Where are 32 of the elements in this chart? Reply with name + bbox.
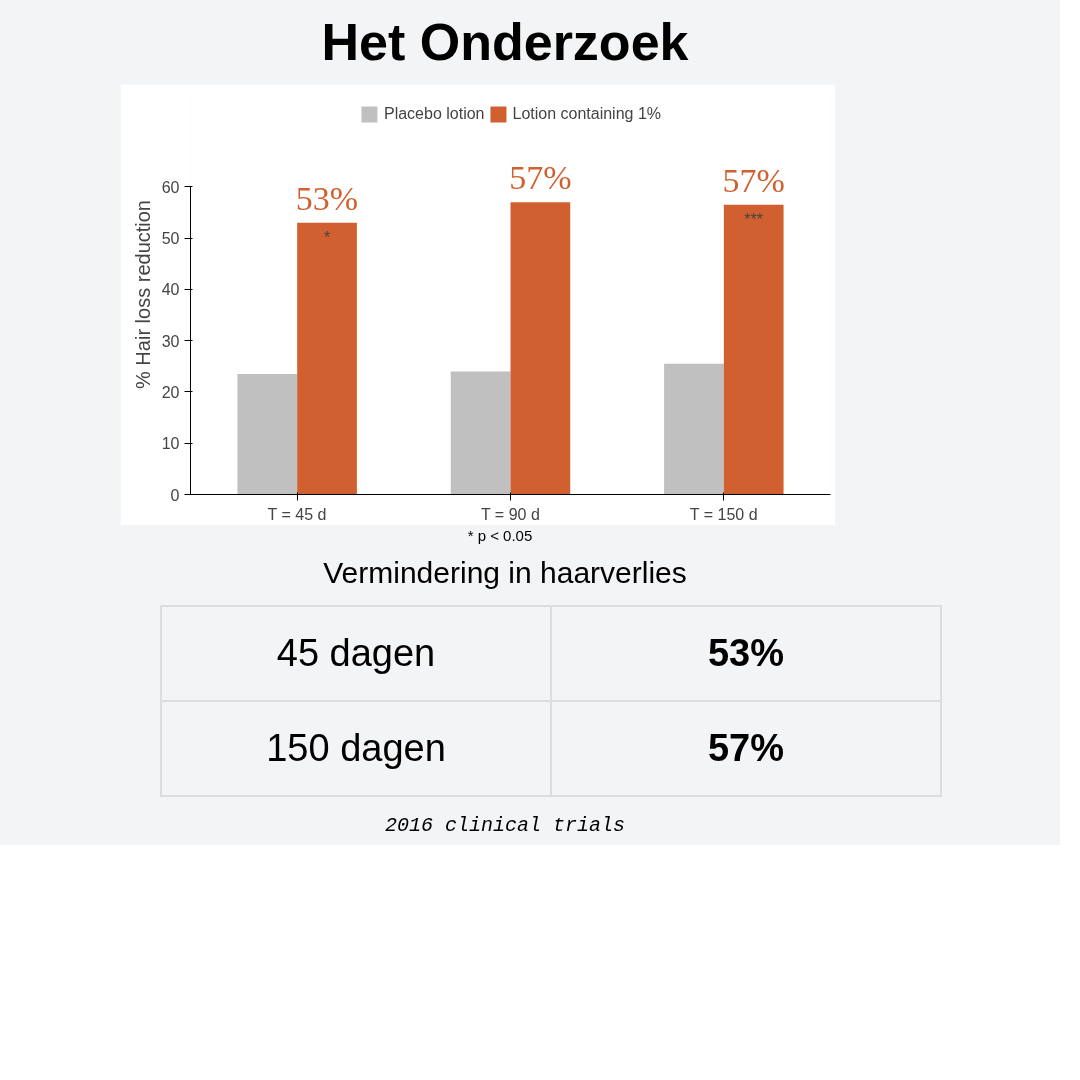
y-tick-label: 30 [161,332,180,350]
y-tick-label: 0 [170,486,180,504]
y-axis-title: % Hair loss reduction [131,200,154,390]
text: 57% [551,700,941,796]
y-tick-label: 60 [161,179,180,197]
data-label: 57% [509,159,572,197]
y-tick-label: 40 [161,281,180,299]
text: 150 dagen [161,700,551,796]
data-label: 57% [722,162,785,200]
chart-title: Het Onderzoek [321,12,689,73]
x-tick-label: T = 45 d [267,505,327,523]
text: 45 dagen [161,605,551,701]
bar [450,371,511,495]
data-label: 53% [295,179,359,217]
x-tick-label: T = 90 d [480,505,540,523]
text: Vermindering in haarverlies [323,554,687,591]
bar [664,364,724,495]
legend-label: Placebo lotion [383,105,485,124]
bar [237,374,298,495]
x-tick-label: T = 150 d [689,505,758,523]
bar [510,202,571,495]
legend-label: Lotion containing 1% [512,105,662,124]
y-tick-label: 10 [161,435,180,453]
text: 2016 clinical trials [384,812,626,839]
bar [297,222,357,495]
annotation: * [323,228,331,246]
y-tick-label: 20 [161,384,180,402]
y-tick-label: 50 [161,230,180,248]
bar [723,205,784,495]
text: * p < 0.05 [467,526,533,547]
text: 53% [551,605,941,701]
annotation: *** [744,211,764,229]
